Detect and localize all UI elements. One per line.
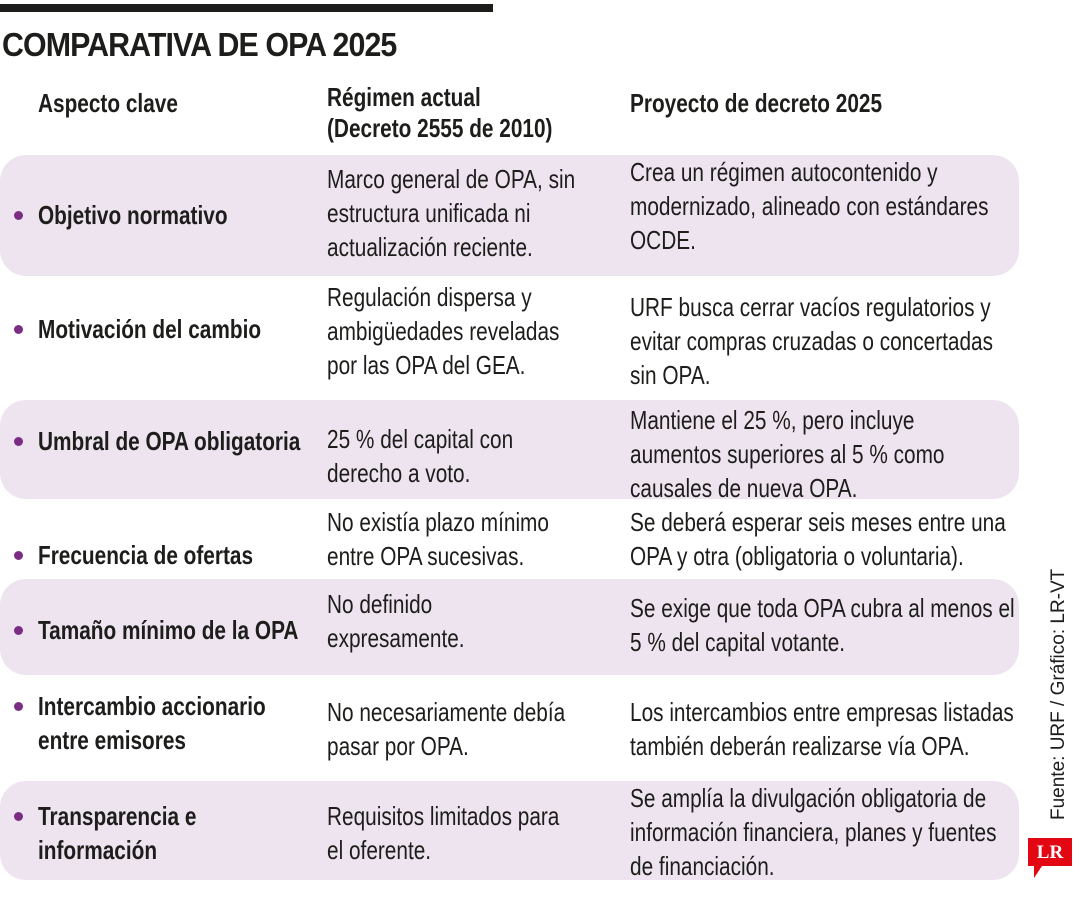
proyecto-cell: Se deberá esperar seis meses entre una O… [630,507,1006,571]
proyecto-cell: Se amplía la divulgación obligatoria de … [630,783,997,881]
table-row: Motivación del cambio Regulación dispers… [0,278,1019,398]
column-header-actual: Régimen actual (Decreto 2555 de 2010) [327,82,553,143]
bullet-icon [14,626,23,635]
proyecto-cell: URF busca cerrar vacíos regulatorios y e… [630,292,994,390]
table-row: Tamaño mínimo de la OPA No definido expr… [0,579,1019,675]
aspect-cell: Intercambio accionario entre emisores [38,691,266,755]
table-row: Intercambio accionario entre emisores No… [0,677,1019,779]
lr-logo-icon: LR [1028,838,1072,878]
aspect-cell: Objetivo normativo [38,200,228,230]
aspect-cell: Umbral de OPA obligatoria [38,426,301,456]
top-rule [0,4,493,12]
bullet-icon [14,551,23,560]
actual-cell: No necesariamente debía pasar por OPA. [327,697,566,761]
aspect-cell: Transparencia e información [38,801,197,865]
logo-text: LR [1037,842,1064,863]
column-header-proyecto: Proyecto de decreto 2025 [630,88,883,118]
actual-cell: 25 % del capital con derecho a voto. [327,424,514,488]
actual-cell: Regulación dispersa y ambigüedades revel… [327,282,560,380]
bullet-icon [14,437,23,446]
source-credit: Fuente: URF / Gráfico: LR-VT [1048,568,1069,820]
table-row: Objetivo normativo Marco general de OPA,… [0,155,1019,276]
aspect-cell: Tamaño mínimo de la OPA [38,615,299,645]
bullet-icon [14,325,23,334]
table-row: Umbral de OPA obligatoria 25 % del capit… [0,400,1019,503]
actual-cell: Requisitos limitados para el oferente. [327,801,560,865]
column-header-aspect: Aspecto clave [38,88,178,118]
table-row: Frecuencia de ofertas No existía plazo m… [0,501,1019,577]
table-row: Transparencia e información Requisitos l… [0,781,1019,881]
proyecto-cell: Crea un régimen autocontenido y moderniz… [630,157,989,255]
bullet-icon [14,211,23,220]
actual-cell: Marco general de OPA, sin estructura uni… [327,164,576,262]
page-title: COMPARATIVA DE OPA 2025 [2,26,397,63]
proyecto-cell: Se exige que toda OPA cubra al menos el … [630,593,1015,657]
actual-cell: No existía plazo mínimo entre OPA sucesi… [327,507,549,571]
actual-cell: No definido expresamente. [327,589,465,653]
bullet-icon [14,702,23,711]
logo-shape [1028,838,1072,878]
proyecto-cell: Mantiene el 25 %, pero incluye aumentos … [630,405,945,503]
aspect-cell: Motivación del cambio [38,314,262,344]
bullet-icon [14,812,23,821]
aspect-cell: Frecuencia de ofertas [38,540,254,570]
proyecto-cell: Los intercambios entre empresas listadas… [630,697,1014,761]
